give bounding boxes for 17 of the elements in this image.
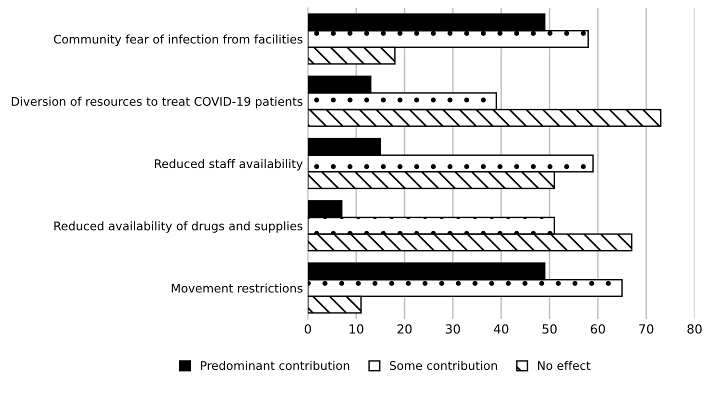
y-tick-label: Reduced availability of drugs and supplies: [54, 221, 302, 233]
x-tick-label: 40: [494, 324, 508, 334]
legend-label: Some contribution: [390, 360, 497, 370]
y-tick-label: Reduced staff availability: [154, 159, 303, 170]
x-tick-label: 50: [542, 324, 557, 334]
x-tick-label: 60: [590, 324, 605, 334]
y-tick-label: Diversion of resources to treat COVID-19 patients: [12, 96, 302, 108]
x-tick-label: 20: [398, 324, 412, 334]
x-tick-label: 80: [687, 324, 702, 334]
x-tick-label: 30: [446, 324, 460, 334]
x-tick-label: 10: [350, 324, 364, 334]
y-tick-label: Community fear of infection from facilities: [54, 34, 302, 46]
y-tick-label: Movement restrictions: [172, 284, 302, 293]
x-tick-label: 70: [639, 324, 654, 334]
legend-label: No effect: [538, 360, 590, 370]
x-tick-label: 0: [304, 324, 312, 334]
legend-label: Predominant contribution: [200, 360, 350, 370]
